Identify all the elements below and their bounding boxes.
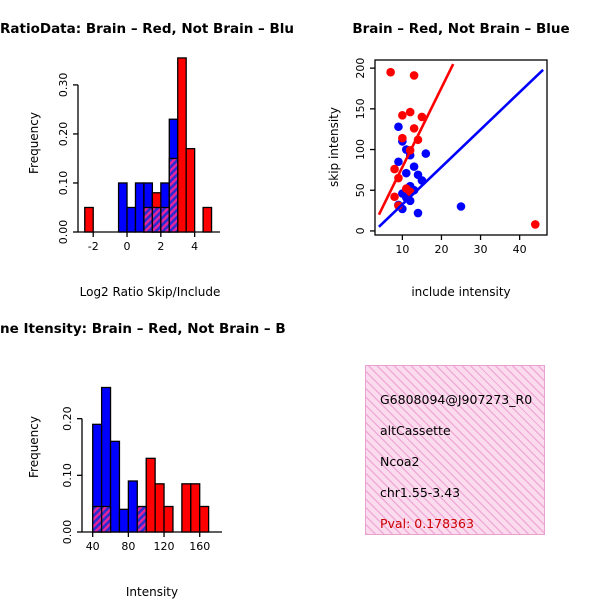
location-text: chr1.55-3.43	[380, 485, 461, 500]
svg-text:10: 10	[395, 243, 409, 256]
event-type-text: altCassette	[380, 423, 451, 438]
svg-text:30: 30	[474, 243, 488, 256]
svg-text:0.10: 0.10	[61, 463, 74, 488]
svg-text:4: 4	[191, 240, 198, 253]
ratio-hist-title: RatioData: Brain – Red, Not Brain – Blu	[0, 21, 294, 37]
panel-gene-info: G6808094@J907273_R0 altCassette Ncoa2 ch…	[300, 300, 600, 600]
svg-text:0.20: 0.20	[57, 122, 70, 147]
gene-intensity-histogram-chart: ne Itensity: Brain – Red, Not Brain – B …	[0, 321, 286, 599]
intensity-hist-ylabel: Frequency	[27, 416, 41, 478]
svg-text:-2: -2	[88, 240, 99, 253]
scatter-ylabel: skip intensity	[327, 107, 341, 187]
ratio-hist-ylabel: Frequency	[27, 112, 41, 174]
svg-text:0.00: 0.00	[61, 520, 74, 545]
gene-name-text: Ncoa2	[380, 454, 420, 469]
svg-text:0.10: 0.10	[57, 171, 70, 196]
panel-gene-intensity-histogram: ne Itensity: Brain – Red, Not Brain – B …	[0, 300, 300, 600]
intensity-hist-xlabel: Intensity	[126, 585, 178, 599]
svg-text:100: 100	[354, 139, 367, 160]
svg-text:120: 120	[154, 540, 175, 553]
svg-text:150: 150	[354, 98, 367, 119]
svg-text:0: 0	[124, 240, 131, 253]
svg-text:160: 160	[189, 540, 210, 553]
svg-text:0.20: 0.20	[61, 406, 74, 431]
ratio-hist-xlabel: Log2 Ratio Skip/Include	[80, 285, 221, 299]
svg-text:0.00: 0.00	[57, 220, 70, 245]
scatter-xlabel: include intensity	[411, 285, 510, 299]
svg-text:0: 0	[354, 227, 367, 234]
ratio-histogram-chart: RatioData: Brain – Red, Not Brain – Blu …	[0, 21, 294, 299]
scatter-title: Brain – Red, Not Brain – Blue	[352, 21, 569, 37]
pval-text: Pval: 0.178363	[380, 516, 474, 531]
svg-text:50: 50	[354, 183, 367, 197]
panel-ratio-histogram: RatioData: Brain – Red, Not Brain – Blu …	[0, 0, 300, 300]
svg-text:2: 2	[157, 240, 164, 253]
svg-text:200: 200	[354, 58, 367, 79]
intensity-hist-title: ne Itensity: Brain – Red, Not Brain – B	[0, 321, 286, 337]
intensity-scatter-chart: Brain – Red, Not Brain – Blue include in…	[327, 21, 570, 299]
svg-text:80: 80	[121, 540, 135, 553]
gene-id-text: G6808094@J907273_R0	[380, 392, 533, 407]
svg-text:40: 40	[513, 243, 527, 256]
gene-info-box: G6808094@J907273_R0 altCassette Ncoa2 ch…	[365, 365, 545, 535]
panel-intensity-scatter: Brain – Red, Not Brain – Blue include in…	[300, 0, 600, 300]
svg-text:20: 20	[434, 243, 448, 256]
svg-text:0.30: 0.30	[57, 73, 70, 98]
svg-text:40: 40	[86, 540, 100, 553]
